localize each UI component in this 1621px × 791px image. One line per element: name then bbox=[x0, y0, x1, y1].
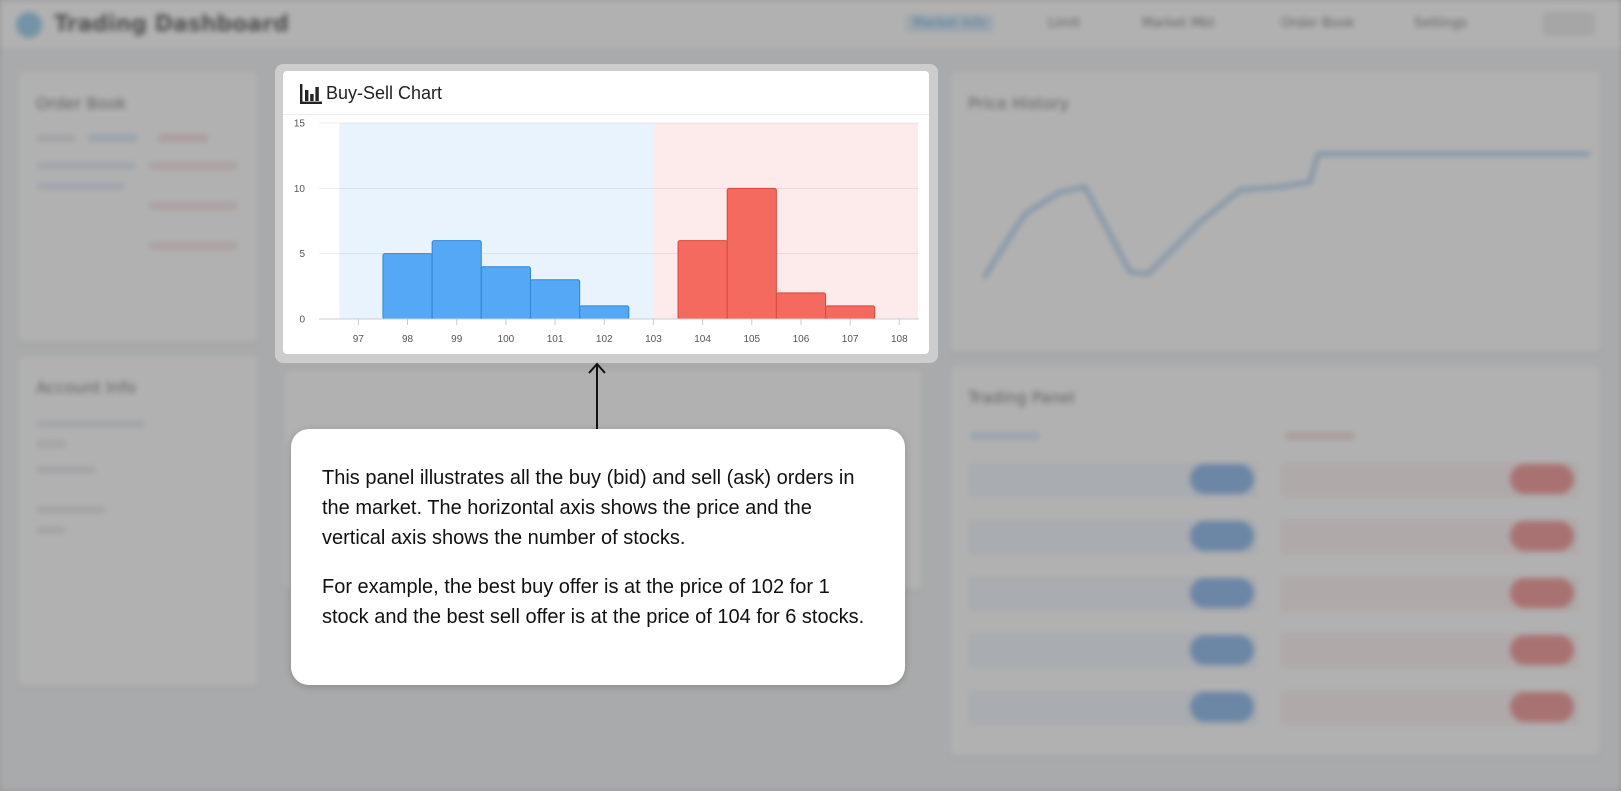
tutorial-tooltip: This panel illustrates all the buy (bid)… bbox=[291, 429, 905, 685]
sell-bar bbox=[726, 187, 777, 320]
sell-bar bbox=[825, 305, 876, 320]
x-tick-label: 107 bbox=[842, 334, 859, 345]
buy-sell-chart: 0 5 10 15 97 98 99 100 101 102 103 104 105 106 107 108 bbox=[294, 119, 919, 345]
tooltip-paragraph-2: For example, the best buy offer is at th… bbox=[322, 576, 865, 628]
bar-chart-icon bbox=[300, 84, 322, 104]
tooltip-paragraph-1: This panel illustrates all the buy (bid)… bbox=[322, 467, 855, 549]
y-tick-label: 15 bbox=[294, 119, 306, 130]
y-tick-label: 5 bbox=[299, 249, 305, 260]
x-tick-label: 104 bbox=[694, 334, 711, 345]
x-tick-label: 105 bbox=[743, 334, 760, 345]
y-tick-label: 0 bbox=[299, 315, 305, 326]
chart-title: Buy-Sell Chart bbox=[326, 83, 443, 103]
x-tick-label: 108 bbox=[891, 334, 908, 345]
x-tick-label: 99 bbox=[451, 334, 463, 345]
x-tick-label: 103 bbox=[645, 334, 662, 345]
chart-header: Buy-Sell Chart bbox=[283, 71, 929, 115]
sell-bar bbox=[775, 292, 827, 320]
x-tick-label: 97 bbox=[353, 334, 365, 345]
buy-sell-chart-panel: Buy-Sell Chart 0 5 10 15 97 98 99 100 101 102 103 1… bbox=[283, 71, 929, 354]
x-tick-label: 106 bbox=[793, 334, 810, 345]
buy-bar bbox=[529, 279, 581, 320]
buy-bar bbox=[431, 240, 482, 320]
x-tick-label: 98 bbox=[402, 334, 414, 345]
x-tick-label: 100 bbox=[498, 334, 515, 345]
buy-bar bbox=[480, 266, 531, 320]
pointer-arrow bbox=[588, 362, 606, 430]
buy-bar bbox=[382, 253, 433, 320]
y-tick-label: 10 bbox=[294, 184, 306, 195]
sell-bar bbox=[677, 240, 728, 320]
x-tick-label: 101 bbox=[547, 334, 564, 345]
buy-bar bbox=[579, 305, 630, 320]
x-tick-label: 102 bbox=[596, 334, 613, 345]
